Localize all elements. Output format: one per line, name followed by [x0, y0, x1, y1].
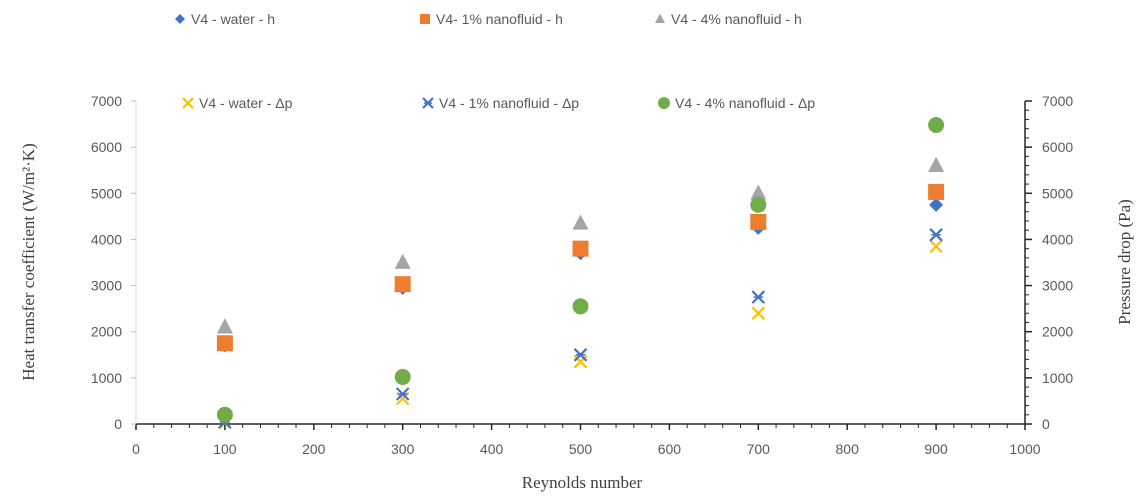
legend-label: V4 - water - Δp — [199, 95, 293, 111]
legend-label: V4 - water - h — [191, 11, 275, 27]
x-tick-label: 900 — [924, 441, 948, 457]
y-left-tick-label: 1000 — [91, 370, 122, 386]
x-tick-label: 300 — [391, 441, 415, 457]
series-4 — [218, 239, 943, 430]
data-point — [394, 276, 411, 293]
y-left-tick-label: 0 — [114, 416, 122, 432]
legend-item: V4 - water - h — [175, 11, 275, 27]
legend-label: V4 - 4% nanofluid - h — [671, 11, 802, 27]
x-tick-label: 600 — [658, 441, 682, 457]
y-axis-left-label: Heat transfer coefficient (W/m²·K) — [19, 143, 38, 380]
legend-marker — [420, 14, 430, 24]
legend-item: V4 - 4% nanofluid - h — [655, 11, 802, 27]
data-point — [750, 184, 767, 200]
legend-marker — [422, 97, 434, 109]
data-point — [216, 335, 233, 352]
y-left-tick-label: 2000 — [91, 324, 122, 340]
y-left-tick-label: 6000 — [91, 139, 122, 155]
y-right-tick-label: 0 — [1042, 416, 1050, 432]
data-point — [928, 156, 945, 172]
y-right-tick-label: 5000 — [1042, 185, 1073, 201]
legend-label: V4 - 4% nanofluid - Δp — [675, 95, 815, 111]
x-tick-label: 200 — [302, 441, 326, 457]
data-point — [751, 306, 766, 321]
data-point — [928, 116, 945, 133]
data-point-stroke — [751, 306, 766, 321]
x-tick-label: 100 — [213, 441, 237, 457]
legend-marker-stroke — [182, 97, 194, 109]
x-tick-label: 0 — [132, 441, 140, 457]
data-point — [751, 290, 766, 304]
data-point — [572, 214, 589, 230]
legend-item: V4- 1% nanofluid - h — [420, 11, 563, 27]
legend-item: V4 - water - Δp — [182, 95, 293, 111]
series-3 — [216, 156, 945, 334]
x-tick-label: 700 — [747, 441, 771, 457]
series-6 — [216, 116, 945, 423]
data-point — [750, 213, 767, 230]
legend: V4 - water - h V4- 1% nanofluid - h V4 - 4… — [175, 11, 815, 111]
data-point — [216, 318, 233, 334]
data-point — [573, 348, 588, 362]
data-point — [395, 387, 410, 401]
y-left-tick-label: 3000 — [91, 278, 122, 294]
y-left-tick-label: 7000 — [91, 93, 122, 109]
data-point — [394, 368, 411, 385]
legend-marker — [655, 13, 665, 23]
data-point — [572, 240, 589, 257]
x-axis-label: Reynolds number — [522, 473, 643, 492]
data-point — [929, 228, 943, 242]
data-point — [929, 239, 943, 254]
y-right-tick-label: 7000 — [1042, 93, 1073, 109]
data-points — [216, 116, 945, 430]
y-right-tick-label: 4000 — [1042, 231, 1073, 247]
y-left-tick-label: 5000 — [91, 185, 122, 201]
series-2 — [216, 183, 945, 352]
x-tick-label: 1000 — [1009, 441, 1040, 457]
legend-marker — [175, 14, 185, 24]
y-left-tick-label: 4000 — [91, 231, 122, 247]
data-point-stroke — [929, 239, 943, 254]
legend-marker — [658, 97, 670, 109]
data-point — [394, 253, 411, 269]
x-tick-label: 800 — [836, 441, 860, 457]
legend-label: V4 - 1% nanofluid - Δp — [439, 95, 579, 111]
y-right-tick-label: 2000 — [1042, 324, 1073, 340]
y-axis-right-label: Pressure drop (Pa) — [1115, 199, 1134, 325]
legend-label: V4- 1% nanofluid - h — [436, 11, 563, 27]
data-point — [929, 197, 944, 212]
y-right-tick-label: 6000 — [1042, 139, 1073, 155]
y-right-tick-label: 3000 — [1042, 278, 1073, 294]
data-point — [750, 196, 767, 213]
legend-item: V4 - 4% nanofluid - Δp — [658, 95, 815, 111]
y-right-tick-label: 1000 — [1042, 370, 1073, 386]
legend-item: V4 - 1% nanofluid - Δp — [422, 95, 579, 111]
data-point — [928, 183, 945, 200]
legend-marker — [182, 97, 194, 109]
x-tick-label: 400 — [480, 441, 504, 457]
axes: 0 100 200 300 400 500 600 700 800 900 100001000200… — [91, 93, 1074, 457]
data-point — [572, 298, 589, 315]
data-point — [216, 406, 233, 423]
x-tick-label: 500 — [569, 441, 593, 457]
